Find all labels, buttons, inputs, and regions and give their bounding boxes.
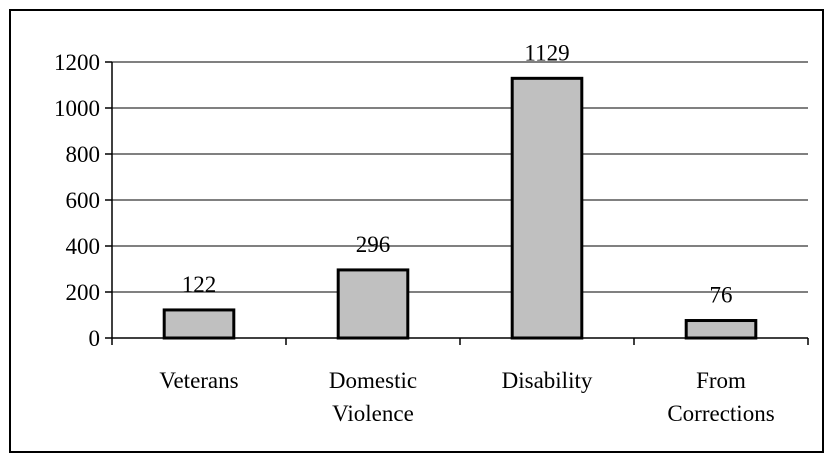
- gridlines: [112, 61, 808, 293]
- chart-border: [9, 9, 824, 453]
- bar: [510, 76, 584, 340]
- y-tick-label: 1000: [54, 96, 100, 121]
- x-category-label: Domestic: [329, 368, 417, 393]
- x-category-label: Veterans: [159, 368, 238, 393]
- labels: 0 200 400 600 800 1000 1200 122 Veterans 296 Domes…: [54, 40, 775, 426]
- x-category-label: Disability: [502, 368, 593, 393]
- data-label: 76: [710, 283, 733, 308]
- data-label: 122: [182, 272, 217, 297]
- y-tick-label: 200: [66, 280, 101, 305]
- bars: [162, 76, 758, 340]
- x-category-label: From: [696, 368, 746, 393]
- x-category-label: Violence: [332, 401, 414, 426]
- data-label: 1129: [524, 40, 569, 65]
- bar: [336, 268, 410, 340]
- data-label: 296: [356, 232, 391, 257]
- bar: [162, 308, 236, 340]
- x-category-label: Corrections: [667, 401, 774, 426]
- y-tick-label: 400: [66, 234, 101, 259]
- y-tick-label: 1200: [54, 50, 100, 75]
- bar: [684, 319, 758, 340]
- y-tick-label: 0: [89, 326, 101, 351]
- y-tick-label: 800: [66, 142, 101, 167]
- y-tick-label: 600: [66, 188, 101, 213]
